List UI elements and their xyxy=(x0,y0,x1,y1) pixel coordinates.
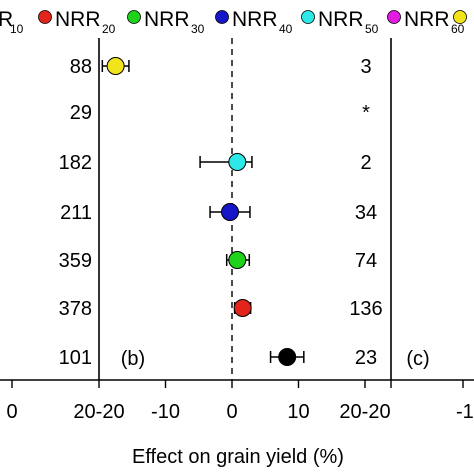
mean-point xyxy=(278,348,297,366)
legend-label-3: NRR xyxy=(232,8,278,31)
mean-point xyxy=(221,203,240,221)
n-right-label: 23 xyxy=(355,347,377,369)
mean-point xyxy=(228,153,247,171)
n-left-label: 29 xyxy=(70,102,92,124)
legend-label-2: NRR xyxy=(144,8,190,31)
clip-mask xyxy=(462,400,474,424)
n-right-label: 34 xyxy=(355,202,377,224)
n-right-label: * xyxy=(362,102,370,124)
legend-sub-0: 10 xyxy=(10,22,24,36)
legend-label-5: NRR xyxy=(404,8,450,31)
mean-point xyxy=(228,251,247,269)
n-left-label: 182 xyxy=(59,152,92,174)
legend-marker-5 xyxy=(387,10,401,24)
mean-point xyxy=(106,57,125,75)
legend-marker-1 xyxy=(38,10,52,24)
n-right-label: 3 xyxy=(360,56,371,78)
x-tick-label-panel-a: 0 xyxy=(6,401,17,423)
n-right-label: 136 xyxy=(349,298,382,320)
n-left-label: 88 xyxy=(70,56,92,78)
legend-marker-6 xyxy=(453,10,467,24)
legend-sub-1: 20 xyxy=(102,22,116,36)
legend-marker-4 xyxy=(301,10,315,24)
n-left-label: 378 xyxy=(59,298,92,320)
n-left-label: 359 xyxy=(59,250,92,272)
x-tick-label-panel-c-cut: -10 xyxy=(456,401,474,423)
x-tick-label: 0 xyxy=(226,401,237,423)
legend-marker-2 xyxy=(127,10,141,24)
legend-marker-3 xyxy=(215,10,229,24)
legend-label-4: NRR xyxy=(318,8,364,31)
n-left-label: 211 xyxy=(60,202,92,224)
n-left-label: 101 xyxy=(59,347,92,369)
n-right-label: 2 xyxy=(360,152,371,174)
legend-sub-5: 60 xyxy=(451,22,465,36)
legend-sub-4: 50 xyxy=(365,22,379,36)
legend-sub-2: 30 xyxy=(191,22,205,36)
panel-label-b: (b) xyxy=(121,348,145,370)
x-tick-label: -10 xyxy=(151,401,180,423)
legend-label-0: R xyxy=(0,8,13,31)
mean-point xyxy=(233,299,252,317)
panel-label-c: (c) xyxy=(406,348,429,370)
x-tick-label: 10 xyxy=(287,401,309,423)
x-axis-title: Effect on grain yield (%) xyxy=(132,446,344,468)
n-right-label: 74 xyxy=(355,250,377,272)
legend-sub-3: 40 xyxy=(279,22,293,36)
legend-label-1: NRR xyxy=(55,8,101,31)
x-tick-label: 20-20 xyxy=(73,401,124,423)
x-tick-label: 20-20 xyxy=(339,401,390,423)
